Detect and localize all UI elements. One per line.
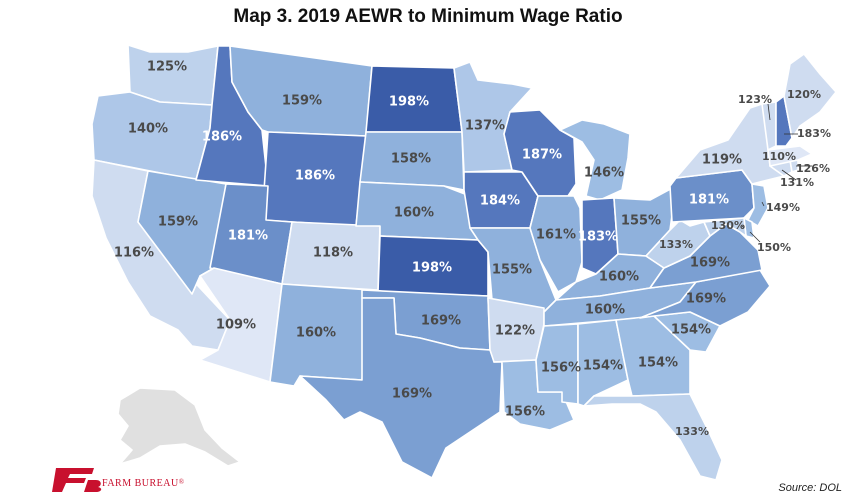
label-nm: 160%: [296, 326, 336, 341]
map-title: Map 3. 2019 AEWR to Minimum Wage Ratio: [233, 6, 623, 27]
farm-bureau-logo: [52, 468, 102, 492]
logo-text: FARM BUREAU: [102, 478, 179, 489]
label-oh: 155%: [621, 214, 661, 229]
leader-ct: [781, 169, 797, 181]
leader-vt: [767, 103, 771, 121]
label-mn: 137%: [465, 119, 505, 134]
label-ne: 160%: [394, 206, 434, 221]
label-ct: 131%: [780, 176, 814, 189]
label-tn: 160%: [585, 303, 625, 318]
state-tx: [299, 297, 503, 479]
label-co: 118%: [313, 246, 353, 261]
label-az: 109%: [216, 318, 256, 333]
label-mt: 159%: [282, 94, 322, 109]
label-sc: 154%: [671, 323, 711, 338]
state-ak: [117, 387, 241, 467]
label-nh: 183%: [797, 127, 831, 140]
fb-logo-mark-b-icon: [84, 480, 102, 492]
label-ar: 122%: [495, 324, 535, 339]
state-ks: [377, 235, 489, 297]
label-fl: 133%: [675, 425, 709, 438]
source-note: Source: DOL: [778, 482, 842, 494]
fb-logo-mark-icon: [52, 468, 94, 492]
label-al: 154%: [583, 359, 623, 374]
label-ks: 198%: [412, 261, 452, 276]
label-vt: 123%: [738, 93, 772, 106]
label-ga: 154%: [638, 356, 678, 371]
state-nj: [747, 183, 769, 227]
label-ca: 116%: [114, 246, 154, 261]
label-mi: 146%: [584, 166, 624, 181]
label-nd: 198%: [389, 95, 429, 110]
label-wv: 133%: [659, 238, 693, 251]
label-sd: 158%: [391, 152, 431, 167]
label-ri: 126%: [796, 162, 830, 175]
label-wy: 186%: [295, 169, 335, 184]
state-fl: [583, 393, 723, 481]
label-wa: 125%: [147, 60, 187, 75]
label-ny: 119%: [702, 153, 742, 168]
label-ia: 184%: [480, 194, 520, 209]
label-de: 150%: [757, 241, 791, 254]
label-ma: 110%: [762, 150, 796, 163]
state-md: [703, 217, 747, 237]
label-nv: 159%: [158, 215, 198, 230]
label-me: 120%: [787, 88, 821, 101]
label-mo: 155%: [492, 263, 532, 278]
label-ky: 160%: [599, 270, 639, 285]
logo-registered-mark: ®: [178, 478, 185, 486]
label-pa: 181%: [689, 193, 729, 208]
farm-bureau-wordmark: FARM BUREAU®: [102, 478, 185, 489]
label-va: 169%: [690, 256, 730, 271]
label-il: 161%: [536, 228, 576, 243]
label-ut: 181%: [228, 229, 268, 244]
leader-md: [741, 225, 745, 229]
label-wi: 187%: [522, 148, 562, 163]
label-nj: 149%: [766, 201, 800, 214]
label-in: 183%: [578, 230, 618, 245]
label-id: 186%: [202, 130, 242, 145]
label-md: 130%: [711, 219, 745, 232]
state-nh: [775, 95, 793, 147]
state-mi: [559, 119, 631, 201]
label-or: 140%: [128, 122, 168, 137]
label-nc: 169%: [686, 292, 726, 307]
leader-nj: [761, 201, 765, 207]
leader-de: [749, 231, 761, 243]
state-ma: [767, 145, 813, 167]
label-ms: 156%: [541, 361, 581, 376]
label-ok: 169%: [421, 314, 461, 329]
label-tx: 169%: [392, 387, 432, 402]
state-sd: [359, 131, 465, 191]
label-la: 156%: [505, 405, 545, 420]
